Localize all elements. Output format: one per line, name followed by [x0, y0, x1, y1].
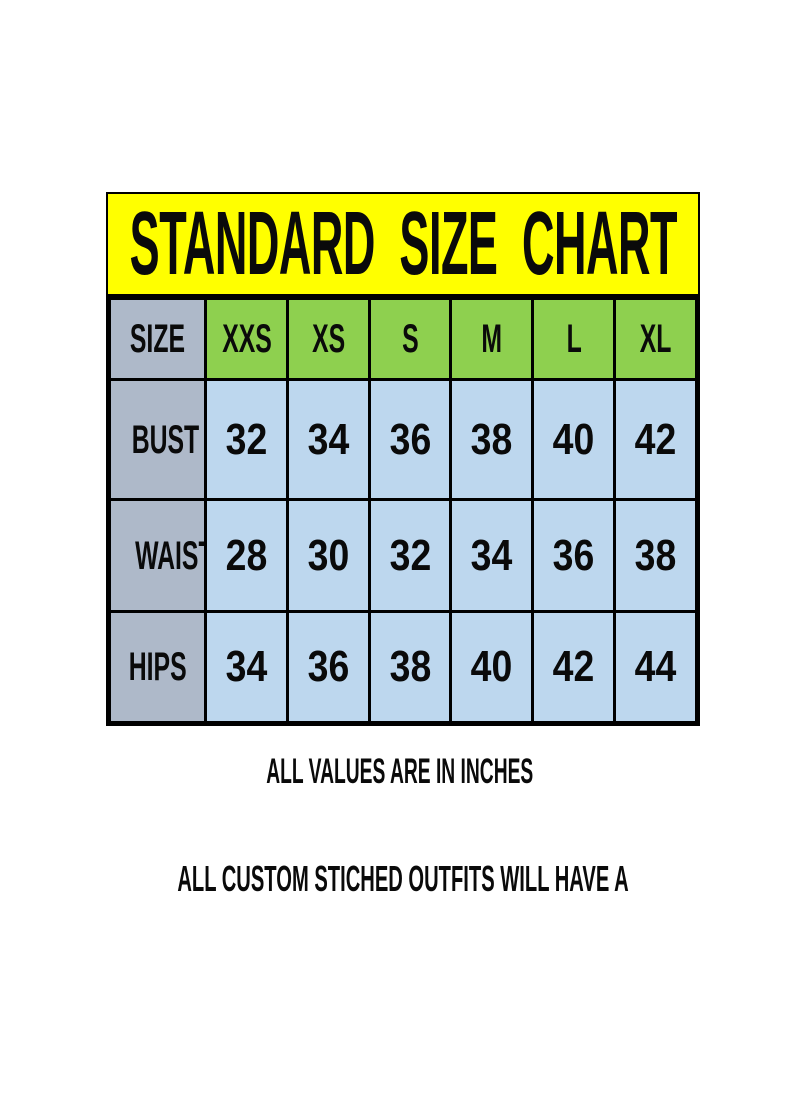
header-cell-m: M — [449, 297, 535, 381]
table-cell: 40 — [449, 610, 535, 724]
row-label: HIPS — [128, 645, 187, 689]
table-cell: 38 — [613, 498, 698, 613]
header-cell-size: SIZE — [108, 297, 207, 381]
cell-value: 32 — [389, 530, 431, 580]
header-label: M — [481, 317, 503, 361]
cell-value: 40 — [552, 414, 595, 464]
table-cell: 40 — [531, 378, 617, 501]
table-cell: 32 — [367, 498, 453, 613]
row-label-cell: BUST — [108, 378, 207, 501]
cell-value: 42 — [552, 642, 595, 691]
table-cell: 38 — [449, 378, 535, 501]
cell-value: 42 — [634, 414, 677, 464]
header-label: L — [566, 317, 582, 361]
table-cell: 34 — [285, 378, 371, 501]
cell-value: 34 — [471, 530, 513, 580]
table-cell: 34 — [449, 498, 535, 613]
table-cell: 38 — [367, 610, 453, 724]
table-cell: 44 — [613, 610, 698, 724]
cell-value: 40 — [471, 642, 513, 691]
header-label: SIZE — [129, 317, 186, 361]
row-label: BUST — [131, 417, 200, 462]
table-row-bust: BUST 32 34 36 38 40 42 — [108, 378, 698, 501]
cell-value: 28 — [225, 530, 268, 580]
table-cell: 28 — [204, 498, 289, 613]
chart-title-band: STANDARD SIZE CHART — [108, 194, 698, 297]
cell-value: 34 — [307, 414, 350, 464]
table-cell: 32 — [204, 378, 289, 501]
cell-value: 32 — [225, 414, 268, 464]
cell-value: 34 — [225, 642, 268, 691]
row-label: WAIST — [135, 533, 202, 578]
table-cell: 36 — [531, 498, 617, 613]
cell-value: 38 — [634, 530, 677, 580]
header-cell-xs: XS — [285, 297, 371, 381]
cell-value: 44 — [634, 642, 677, 691]
chart-title: STANDARD SIZE CHART — [129, 194, 677, 294]
header-cell-s: S — [367, 297, 453, 381]
size-chart: STANDARD SIZE CHART SIZE XXS XS S M L XL… — [106, 192, 700, 726]
table-cell: 30 — [285, 498, 371, 613]
header-label: XS — [311, 317, 345, 361]
table-row-waist: WAIST 28 30 32 34 36 38 — [108, 498, 698, 613]
cell-value: 36 — [389, 414, 431, 464]
cell-value: 38 — [389, 642, 431, 691]
header-label: XXS — [222, 317, 272, 361]
header-label: S — [401, 317, 419, 361]
custom-stitch-note-text: ALL CUSTOM STICHED OUTFITS WILL HAVE A — [177, 858, 629, 899]
row-label-cell: HIPS — [108, 610, 207, 724]
units-note-text: ALL VALUES ARE IN INCHES — [266, 752, 534, 791]
header-row: SIZE XXS XS S M L XL — [108, 297, 698, 381]
header-cell-xxs: XXS — [204, 297, 289, 381]
custom-stitch-note: ALL CUSTOM STICHED OUTFITS WILL HAVE A — [0, 858, 800, 899]
cell-value: 30 — [307, 530, 350, 580]
table-cell: 34 — [204, 610, 289, 724]
row-label-cell: WAIST — [108, 498, 207, 613]
cell-value: 38 — [471, 414, 513, 464]
header-cell-l: L — [531, 297, 617, 381]
size-table: SIZE XXS XS S M L XL BUST 32 34 36 38 40… — [108, 297, 698, 724]
table-cell: 42 — [531, 610, 617, 724]
table-row-hips: HIPS 34 36 38 40 42 44 — [108, 610, 698, 724]
header-cell-xl: XL — [613, 297, 698, 381]
table-cell: 36 — [285, 610, 371, 724]
table-cell: 36 — [367, 378, 453, 501]
header-label: XL — [639, 317, 672, 361]
cell-value: 36 — [552, 530, 595, 580]
cell-value: 36 — [307, 642, 350, 691]
units-note: ALL VALUES ARE IN INCHES — [0, 752, 800, 792]
table-cell: 42 — [613, 378, 698, 501]
